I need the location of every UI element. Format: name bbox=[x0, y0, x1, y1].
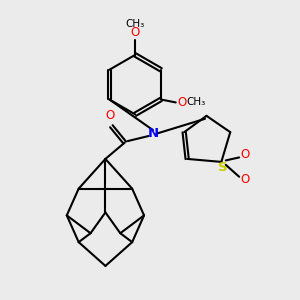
Text: CH₃: CH₃ bbox=[187, 98, 206, 107]
Text: CH₃: CH₃ bbox=[125, 19, 145, 29]
Text: O: O bbox=[105, 109, 115, 122]
Text: O: O bbox=[177, 96, 187, 109]
Text: O: O bbox=[130, 26, 140, 38]
Text: N: N bbox=[147, 127, 158, 140]
Text: O: O bbox=[241, 148, 250, 161]
Text: O: O bbox=[241, 173, 250, 186]
Text: S: S bbox=[218, 161, 228, 174]
